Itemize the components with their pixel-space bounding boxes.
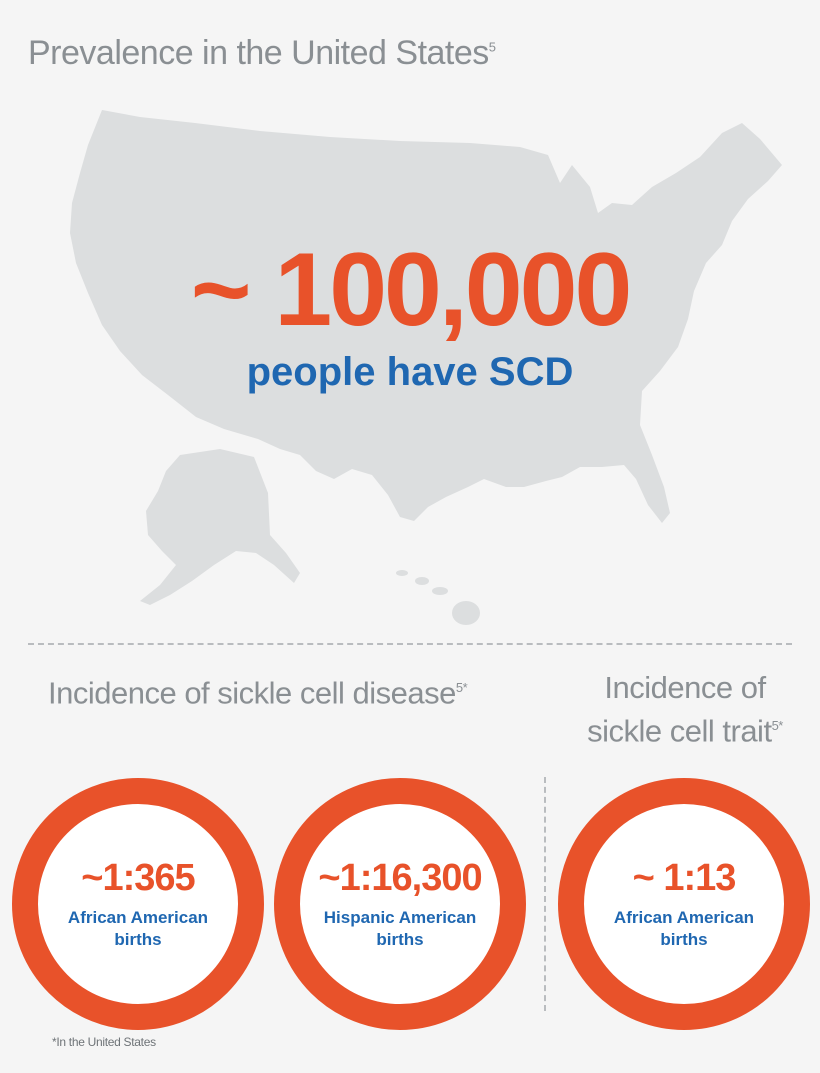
disease-stat-african-american: ~1:365 African American births <box>12 778 264 1030</box>
stat-label: African American births <box>67 908 209 949</box>
stat-ratio: ~ 1:13 <box>632 857 737 899</box>
hawaii-island-4 <box>452 601 480 625</box>
trait-section-title-line1: Incidence of <box>604 670 766 705</box>
us-map-graphic <box>70 110 782 625</box>
disease-section-title-text: Incidence of sickle cell disease <box>48 675 456 711</box>
stat-ratio: ~1:16,300 <box>318 857 482 899</box>
hawaii-island-2 <box>415 577 429 585</box>
disease-stat-hispanic-american: ~1:16,300 Hispanic American births <box>274 778 526 1030</box>
hawaii-island-1 <box>396 570 408 576</box>
alaska-shape <box>140 449 300 605</box>
stat-ratio: ~1:365 <box>81 857 195 899</box>
trait-section-title: Incidence of sickle cell trait5* <box>560 669 810 750</box>
page-title-reference: 5 <box>488 39 496 55</box>
hawaii-island-3 <box>432 587 448 595</box>
footnote: *In the United States <box>52 1035 156 1049</box>
contiguous-us-shape <box>70 110 782 523</box>
prevalence-value: ~ 100,000 <box>190 232 633 348</box>
trait-section-title-line2: sickle cell trait <box>587 713 772 749</box>
disease-section-title: Incidence of sickle cell disease5* <box>48 669 468 712</box>
trait-section-title-reference: 5* <box>771 718 784 733</box>
trait-stat-african-american: ~ 1:13 African American births <box>558 778 810 1030</box>
stat-label: Hispanic American births <box>323 908 477 949</box>
column-divider <box>544 777 546 1011</box>
page-title: Prevalence in the United States5 <box>28 34 496 73</box>
disease-section-title-reference: 5* <box>455 680 468 695</box>
page-title-text: Prevalence in the United States <box>28 34 489 72</box>
prevalence-label: people have SCD <box>246 350 574 394</box>
section-divider <box>28 643 792 645</box>
stat-label: African American births <box>613 908 755 949</box>
